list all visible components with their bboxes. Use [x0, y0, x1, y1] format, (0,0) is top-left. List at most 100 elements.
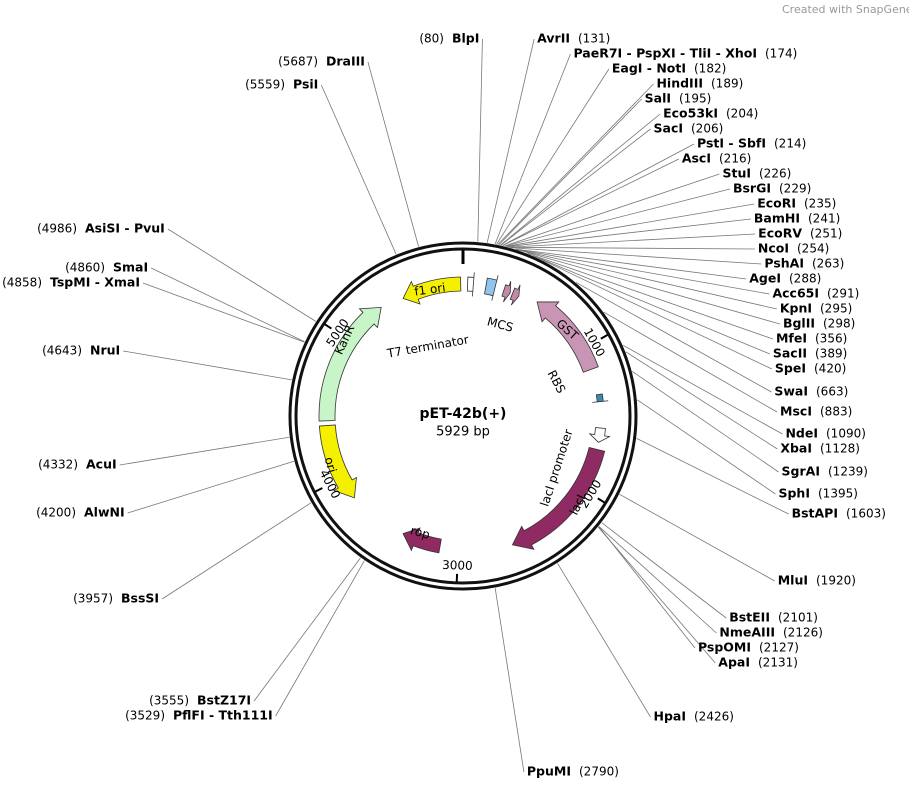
site-name: NdeI [785, 426, 818, 441]
site-name: TspMI - XmaI [50, 275, 140, 290]
site-leader [367, 61, 419, 247]
site-name: AlwNI [84, 505, 125, 520]
site-position: (3529) [125, 709, 165, 723]
site-position: (182) [694, 62, 726, 76]
feature-label: f1 ori [413, 280, 446, 298]
site-name: ApaI [718, 655, 750, 670]
site-name: SalI [645, 91, 671, 106]
site-leader [538, 257, 773, 370]
feature-arrow [536, 301, 599, 373]
site-position: (229) [779, 182, 811, 196]
site-leader [123, 350, 292, 381]
site-name: HindIII [656, 76, 703, 91]
site-name: PsiI [293, 77, 318, 92]
site-name: KpnI [780, 301, 812, 316]
site-leader [119, 436, 290, 466]
site-leader [500, 128, 651, 246]
site-leader [161, 502, 312, 600]
site-leader [502, 158, 679, 246]
site-position: (3555) [149, 694, 189, 708]
site-position: (663) [816, 385, 848, 399]
site-position: (420) [814, 362, 846, 376]
site-position: (206) [691, 122, 723, 136]
site-name: EagI - NotI [612, 61, 686, 76]
site-name: Acc65I [772, 286, 819, 301]
site-position: (2101) [778, 611, 818, 625]
site-position: (1920) [816, 574, 856, 588]
site-position: (241) [808, 212, 840, 226]
site-position: (2131) [758, 656, 798, 670]
site-leader [515, 248, 747, 280]
site-name: PshAI [764, 256, 804, 271]
feature-arrow [484, 275, 499, 301]
site-leader [494, 587, 525, 773]
site-leader [504, 173, 720, 247]
site-name: EcoRI [757, 196, 796, 211]
site-position: (1128) [820, 442, 860, 456]
site-position: (4200) [36, 506, 76, 520]
feature-arrow [588, 427, 611, 443]
site-name: AsiSI - PvuI [85, 221, 165, 236]
site-leader [603, 311, 778, 413]
site-name: PaeR7I - PspXI - TliI - XhoI [573, 46, 757, 61]
site-position: (3957) [73, 592, 113, 606]
site-name: SpeI [775, 361, 806, 376]
site-leader [631, 371, 779, 473]
feature-label: ori [322, 456, 340, 475]
site-name: NmeAIII [719, 625, 775, 640]
site-name: BstZ17I [197, 693, 251, 708]
site-position: (131) [578, 32, 610, 46]
tick-label: 3000 [442, 558, 473, 573]
site-position: (288) [789, 272, 821, 286]
site-position: (298) [823, 317, 855, 331]
site-leader [557, 563, 651, 718]
tick-mark [597, 497, 606, 504]
site-name: AscI [682, 151, 711, 166]
site-position: (216) [719, 152, 751, 166]
site-name: SwaI [774, 384, 808, 399]
site-name: Eco53kI [663, 106, 718, 121]
site-position: (195) [679, 92, 711, 106]
site-name: MluI [778, 573, 808, 588]
site-name: BsrGI [733, 181, 771, 196]
feature-label: MCS [486, 314, 515, 334]
site-position: (1090) [826, 427, 866, 441]
site-position: (1239) [828, 465, 868, 479]
site-position: (295) [820, 302, 852, 316]
site-name: BamHI [754, 211, 800, 226]
site-position: (226) [759, 167, 791, 181]
site-name: AvrII [537, 31, 570, 46]
site-leader [516, 249, 777, 310]
site-name: PpuMI [527, 764, 571, 779]
site-name: AgeI [749, 271, 781, 286]
sites: BlpI (80) AvrII (131)PaeR7I - PspXI - TliI … [2, 31, 886, 779]
feature-arrow [402, 276, 462, 305]
site-leader [275, 560, 365, 717]
site-leader [486, 38, 535, 243]
site-leader [619, 493, 775, 582]
site-position: (1395) [818, 487, 858, 501]
site-name: HpaI [654, 709, 687, 724]
tick-mark [324, 323, 332, 330]
site-leader [507, 218, 751, 248]
site-position: (5687) [278, 55, 318, 69]
site-position: (4332) [38, 458, 78, 472]
site-name: AcuI [86, 457, 117, 472]
site-leader [498, 98, 642, 246]
site-leader [142, 282, 305, 343]
site-leader [598, 526, 696, 649]
site-leader [516, 248, 770, 295]
site-position: (2790) [579, 765, 619, 779]
site-leader [622, 344, 783, 435]
site-position: (174) [765, 47, 797, 61]
site-name: XbaI [780, 441, 812, 456]
site-leader [601, 522, 727, 619]
site-position: (204) [726, 107, 758, 121]
site-name: StuI [722, 166, 751, 181]
site-name: MscI [780, 404, 812, 419]
site-name: SgrAI [782, 464, 820, 479]
site-leader [127, 460, 295, 514]
site-name: NruI [90, 343, 120, 358]
watermark: Created with SnapGene® [782, 3, 909, 16]
site-leader [500, 113, 661, 246]
